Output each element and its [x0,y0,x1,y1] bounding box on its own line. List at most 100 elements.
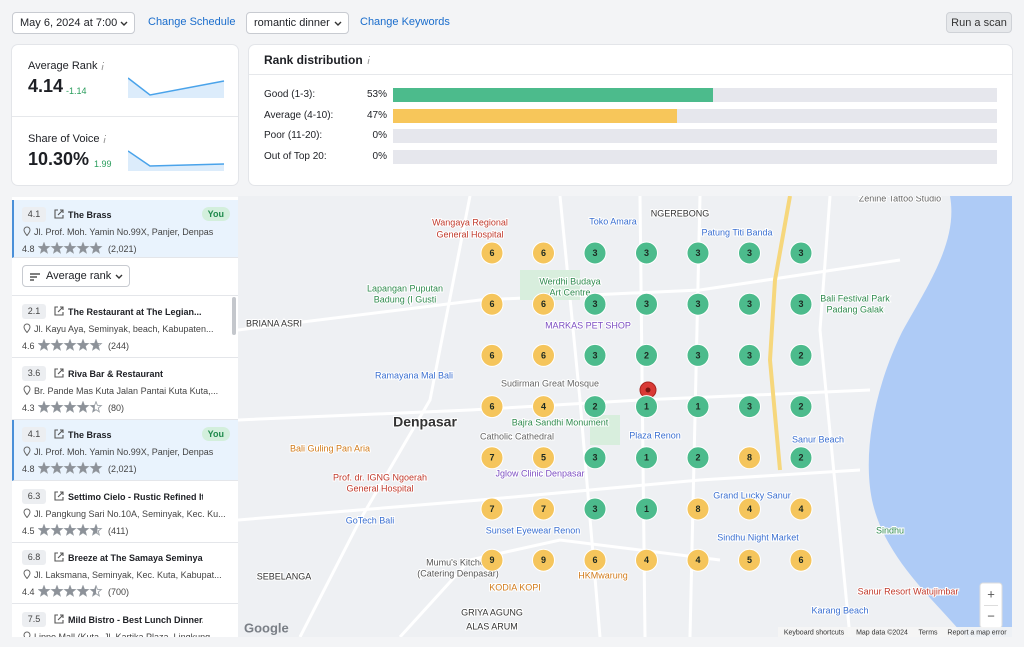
listing[interactable]: 6.3 Settimo Cielo - Rustic Refined Italia… [12,482,238,543]
stars [38,585,103,597]
address: Jl. Laksmana, Seminyak, Kec. Kuta, Kabup… [34,570,222,580]
star-outline [38,339,51,351]
row-label: Out of Top 20: [264,150,327,162]
rank-marker [583,241,607,265]
star-outline [50,585,64,597]
place-label: Wangaya Regional [432,217,508,227]
rank-marker-label: 9 [489,555,494,565]
bar-track [393,108,997,123]
rank-marker [686,343,710,367]
star-outline [38,585,51,597]
date-dropdown[interactable]: May 6, 2024 at 7:00 [12,12,135,34]
rank-marker [635,548,658,572]
rank-distribution-card: Rank distribution Good (1-3): 53% Average … [249,45,1012,185]
map[interactable]: Zenine Tattoo Studio NGEREBONG Toko Amara W… [238,196,1012,637]
rank-marker-label: 3 [644,248,649,258]
star-outline [38,462,51,474]
listing[interactable]: 4.1 The Brass You Jl. Prof. Moh. Yamin No.9… [12,200,238,258]
address: Br. Pande Mas Kuta Jalan Pantai Kuta Kut… [34,386,219,396]
sort-dropdown[interactable]: Average rank [22,265,130,287]
listing[interactable]: 2.1 The Restaurant at The Legian... Jl. Ka… [12,297,238,358]
keyword-dropdown[interactable]: romantic dinner [246,12,349,34]
pin-icon [23,226,31,236]
icon-path [54,306,64,316]
icon-path [23,385,31,395]
chevron [115,274,123,279]
map-footer-link: Map data ©2024 [856,628,908,636]
rank-marker-label: 2 [798,401,803,411]
star-fill [38,524,98,535]
rank-marker [738,241,761,265]
map-footer [778,627,1012,637]
rank-marker [738,292,761,316]
rank-marker-label: 7 [489,504,494,514]
place-label: Sindhu Night Market [717,532,799,542]
rank-marker-label: 1 [695,401,700,411]
place-label: Bali Guling Pan Aria [290,443,370,453]
pin-icon [23,323,31,333]
rank-marker-label: 3 [592,453,597,463]
reviews: (80) [108,403,125,413]
chevron [334,21,342,26]
rank-marker-label: 4 [541,401,546,411]
pin-icon [23,508,31,518]
rank-marker-label: 5 [747,555,752,565]
place-label: GRIYA AGUNG [461,607,523,617]
rank-marker-label: 6 [489,248,494,258]
listing[interactable]: 3.6 Riva Bar & Restaurant Br. Pande Mas Ku… [12,359,238,420]
rank-marker-label: 6 [489,299,494,309]
row-percent: 0% [372,150,387,162]
bar-track [393,149,997,164]
map-footer-link: Keyboard shortcuts [784,629,845,636]
rank-marker [532,497,555,521]
rank-marker-label: 4 [747,504,752,514]
place-label: Denpasar [393,414,457,430]
info-glyph [103,135,106,144]
icon-path [23,508,31,518]
external-link-icon [54,306,64,316]
rating: 4.6 [22,341,35,351]
icon-path [23,323,31,333]
change-schedule-link[interactable]: Change Schedule [148,16,236,28]
place-label: Zenine Tattoo Studio [859,196,941,203]
rank-marker [635,343,658,367]
star-fill [38,339,99,350]
star-outline [50,462,64,474]
icon-path [23,446,31,456]
metric-label: Share of Voice [28,133,100,145]
reviews: (244) [108,341,130,351]
rank-marker [686,446,710,470]
rank-marker [738,497,761,521]
scrollbar [232,297,236,335]
place-label: Patung Titi Banda [701,227,772,237]
rank-marker [532,548,555,572]
pin-icon [23,631,31,637]
run-scan-button[interactable]: Run a scan [946,12,1012,33]
rank-marker-label: 2 [695,453,700,463]
rank-marker-label: 3 [798,299,803,309]
change-keywords-link[interactable]: Change Keywords [360,16,450,28]
rank-marker-label: 3 [695,248,700,258]
listing[interactable]: 7.5 Mild Bistro - Best Lunch Dinner... Lip… [12,605,238,637]
rank-marker-label: 2 [644,350,649,360]
rank-marker [686,548,710,572]
rank-marker-label: 3 [747,248,752,258]
rating: 4.5 [22,526,35,536]
rank-marker [686,241,710,265]
zoom-in[interactable]: + [987,586,995,601]
listing[interactable]: 4.1 The Brass You Jl. Prof. Moh. Yamin No.9… [12,420,238,481]
metric-label: Average Rank [28,60,98,72]
keyword: romantic dinner [254,17,330,29]
place-label: (Catering Denpasar) [417,568,499,578]
stars [38,401,103,413]
zoom-out[interactable]: − [987,608,995,623]
stars [38,339,103,351]
place-label: Catholic Cathedral [480,431,554,441]
listing[interactable]: 6.8 Breeze at The Samaya Seminyak Jl. Laks… [12,543,238,604]
rank-marker [738,446,761,470]
icon-path [54,491,64,501]
rank-marker [480,343,504,367]
place-label: Sudirman Great Mosque [501,378,599,388]
place-label: Werdhi Budaya [539,276,600,286]
